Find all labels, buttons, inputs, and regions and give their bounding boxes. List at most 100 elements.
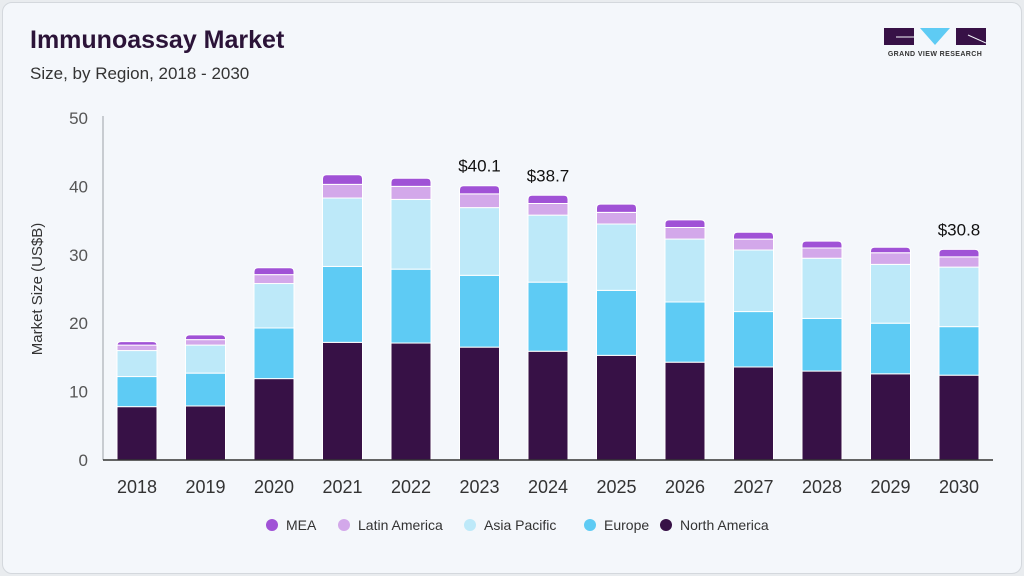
y-tick-label: 10 xyxy=(69,383,88,402)
bar-segment-mea xyxy=(801,240,843,249)
bar-segment-asia-pacific xyxy=(596,223,637,291)
bar-segment-latin-america xyxy=(664,226,706,240)
bar-segment-north-america xyxy=(938,374,980,461)
bar-segment-north-america xyxy=(801,370,843,461)
bar-segment-latin-america xyxy=(733,238,774,251)
bar-segment-asia-pacific xyxy=(116,350,158,378)
bar-segment-north-america xyxy=(733,366,774,461)
bar-segment-mea xyxy=(527,194,569,204)
bar-segment-asia-pacific xyxy=(664,238,706,303)
chart-title: Immunoassay Market xyxy=(30,26,285,54)
x-tick-label: 2022 xyxy=(391,477,431,497)
x-tick-label: 2030 xyxy=(939,477,979,497)
bar-segment-mea xyxy=(938,248,980,258)
bar-segment-mea xyxy=(733,231,774,240)
bar-segment-north-america xyxy=(116,406,158,461)
bar-segment-europe xyxy=(596,289,637,356)
bar-segment-europe xyxy=(870,322,911,375)
legend-item-label: MEA xyxy=(286,517,317,533)
bar-segment-asia-pacific xyxy=(459,207,500,276)
bar-segment-asia-pacific xyxy=(390,198,432,270)
legend-marker-icon xyxy=(338,519,350,531)
bar-segment-asia-pacific xyxy=(253,283,295,329)
legend-item-label: North America xyxy=(680,517,769,533)
bar-segment-north-america xyxy=(596,354,637,461)
x-tick-label: 2020 xyxy=(254,477,294,497)
x-tick-label: 2026 xyxy=(665,477,705,497)
bar-segment-europe xyxy=(390,268,432,344)
bar-segment-north-america xyxy=(459,346,500,461)
bar-segment-north-america xyxy=(527,350,569,461)
bar-segment-latin-america xyxy=(938,256,980,268)
bar-segment-europe xyxy=(733,311,774,368)
total-data-label: $40.1 xyxy=(458,157,501,176)
bar-segment-asia-pacific xyxy=(322,197,363,267)
bar-segment-mea xyxy=(664,219,706,228)
bar-segment-north-america xyxy=(390,342,432,461)
bar-segment-asia-pacific xyxy=(185,344,226,374)
bar-segment-north-america xyxy=(253,378,295,461)
total-data-label: $30.8 xyxy=(938,220,981,239)
legend-item-label: Asia Pacific xyxy=(484,517,556,533)
legend-marker-icon xyxy=(266,519,278,531)
bar-segment-latin-america xyxy=(116,344,158,352)
legend-marker-icon xyxy=(464,519,476,531)
bar-segment-latin-america xyxy=(185,339,226,346)
bar-segment-europe xyxy=(938,326,980,376)
bar-segment-europe xyxy=(527,281,569,352)
bar-segment-europe xyxy=(664,301,706,363)
x-tick-label: 2029 xyxy=(870,477,910,497)
logo-text: GRAND VIEW RESEARCH xyxy=(887,51,983,58)
bar-segment-europe xyxy=(253,327,295,380)
bar-segment-asia-pacific xyxy=(527,214,569,283)
x-tick-label: 2025 xyxy=(596,477,636,497)
bar-segment-mea xyxy=(185,334,226,341)
bar-segment-latin-america xyxy=(527,203,569,216)
total-data-label: $38.7 xyxy=(527,166,570,185)
bar-segment-europe xyxy=(459,274,500,348)
legend-item-label: Latin America xyxy=(358,517,443,533)
bar-segment-north-america xyxy=(322,341,363,461)
x-tick-label: 2027 xyxy=(733,477,773,497)
bar-segment-mea xyxy=(253,267,295,276)
bar-segment-asia-pacific xyxy=(733,249,774,313)
bar-segment-latin-america xyxy=(390,185,432,200)
x-tick-label: 2023 xyxy=(459,477,499,497)
bar-segment-latin-america xyxy=(596,211,637,225)
y-tick-label: 30 xyxy=(69,246,88,265)
y-axis-title: Market Size (US$B) xyxy=(29,223,46,356)
x-tick-label: 2021 xyxy=(322,477,362,497)
legend-item-label: Europe xyxy=(604,517,649,533)
bar-segment-mea xyxy=(870,246,911,254)
x-tick-label: 2018 xyxy=(117,477,157,497)
bar-segment-mea xyxy=(322,174,363,185)
bar-segment-europe xyxy=(801,317,843,372)
bar-segment-asia-pacific xyxy=(801,257,843,319)
bar-segment-mea xyxy=(116,341,158,346)
bar-segment-mea xyxy=(596,203,637,213)
bar-segment-north-america xyxy=(870,373,911,461)
chart-subtitle: Size, by Region, 2018 - 2030 xyxy=(30,64,250,83)
bar-segment-north-america xyxy=(664,361,706,461)
logo-mark-icon xyxy=(884,28,986,45)
y-tick-label: 50 xyxy=(69,109,88,128)
legend-marker-icon xyxy=(660,519,672,531)
bar-segment-mea xyxy=(459,185,500,195)
y-tick-label: 20 xyxy=(69,314,88,333)
bar-segment-latin-america xyxy=(459,193,500,209)
bar-segment-latin-america xyxy=(870,252,911,265)
legend-marker-icon xyxy=(584,519,596,531)
bar-segment-north-america xyxy=(185,405,226,461)
bar-segment-europe xyxy=(322,265,363,343)
bar-segment-latin-america xyxy=(253,274,295,285)
x-tick-label: 2019 xyxy=(185,477,225,497)
x-tick-label: 2024 xyxy=(528,477,568,497)
y-tick-label: 0 xyxy=(79,451,88,470)
bar-segment-asia-pacific xyxy=(938,266,980,328)
bar-segment-europe xyxy=(185,372,226,407)
bar-segment-latin-america xyxy=(801,247,843,259)
y-tick-label: 40 xyxy=(69,177,88,196)
bar-segment-latin-america xyxy=(322,183,363,199)
